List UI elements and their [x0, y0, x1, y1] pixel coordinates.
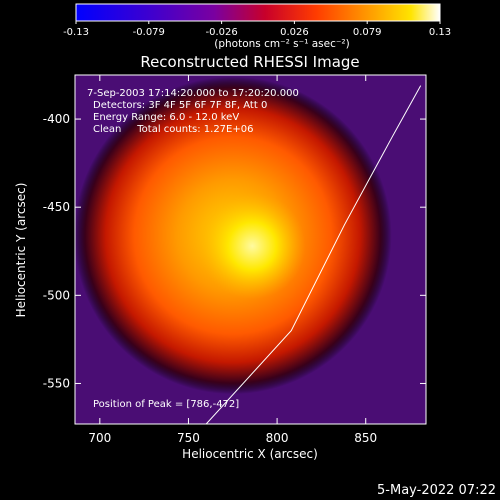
image-area — [75, 75, 426, 424]
annotation-counts: Clean Total counts: 1.27E+06 — [93, 124, 253, 135]
x-tick-label: 800 — [266, 431, 289, 445]
colorbar-ticks: -0.13 -0.079 -0.026 0.026 0.079 0.13 — [63, 21, 451, 38]
colorbar-units-label: (photons cm⁻² s⁻¹ asec⁻²) — [214, 38, 349, 50]
y-tick-label: -550 — [43, 376, 70, 390]
solar-limb-line — [205, 85, 422, 424]
plot-frame — [74, 74, 427, 425]
colorbar: -0.13 -0.079 -0.026 0.026 0.079 0.13 (photons… — [63, 3, 451, 50]
y-tick-label: -450 — [43, 200, 70, 214]
colorbar-tick-label: -0.026 — [205, 27, 237, 38]
colorbar-tick-label: -0.079 — [133, 27, 165, 38]
x-axis: 700 750 800 850 — [88, 75, 377, 445]
y-tick-label: -500 — [43, 288, 70, 302]
x-axis-label: Heliocentric X (arcsec) — [182, 447, 318, 461]
y-axis: -400 -450 -500 -550 — [43, 112, 426, 390]
colorbar-tick-label: 0.026 — [280, 27, 309, 38]
source-peak-core — [199, 192, 306, 300]
chart-title: Reconstructed RHESSI Image — [140, 53, 359, 71]
timestamp: 5-May-2022 07:22 — [377, 483, 496, 498]
y-tick-label: -400 — [43, 112, 70, 126]
colorbar-tick-label: 0.079 — [353, 27, 382, 38]
annotation-peak-position: Position of Peak = [786,-472] — [93, 399, 239, 410]
colorbar-tick-label: 0.13 — [429, 27, 451, 38]
annotation-detectors: Detectors: 3F 4F 5F 6F 7F 8F, Att 0 — [93, 100, 267, 111]
annotation-energy-range: Energy Range: 6.0 - 12.0 keV — [93, 112, 239, 123]
x-tick-label: 700 — [88, 431, 111, 445]
annotations: 7-Sep-2003 17:14:20.000 to 17:20:20.000 … — [87, 88, 299, 410]
annotation-time-range: 7-Sep-2003 17:14:20.000 to 17:20:20.000 — [87, 88, 299, 99]
x-tick-label: 750 — [177, 431, 200, 445]
y-axis-label: Heliocentric Y (arcsec) — [14, 183, 28, 318]
colorbar-tick-label: -0.13 — [63, 27, 89, 38]
colorbar-bar — [75, 3, 441, 22]
x-tick-label: 850 — [354, 431, 377, 445]
